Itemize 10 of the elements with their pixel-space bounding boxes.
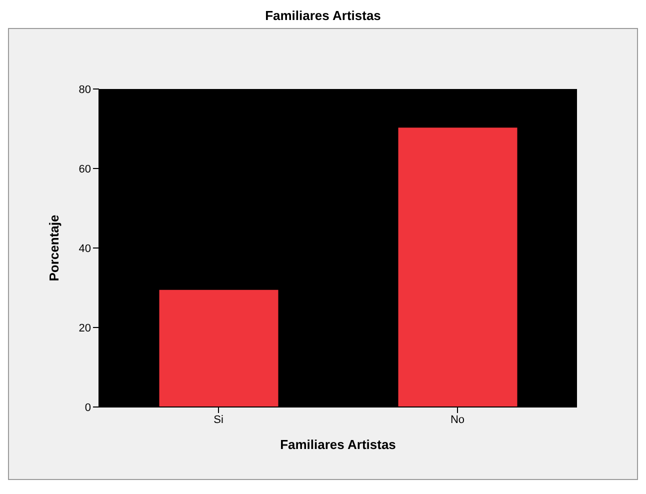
x-tick-label: No	[450, 414, 465, 426]
x-tick-label: Si	[214, 414, 224, 426]
y-tick-label: 80	[78, 84, 91, 96]
chart-title: Familiares Artistas	[264, 8, 382, 25]
x-axis-title: Familiares Artistas	[280, 437, 396, 452]
y-tick-label: 20	[78, 322, 91, 334]
y-tick-label: 40	[78, 242, 91, 255]
y-tick-label: 0	[84, 402, 91, 414]
y-axis-title: Porcentaje	[46, 214, 62, 282]
y-tick-label: 60	[78, 163, 91, 176]
